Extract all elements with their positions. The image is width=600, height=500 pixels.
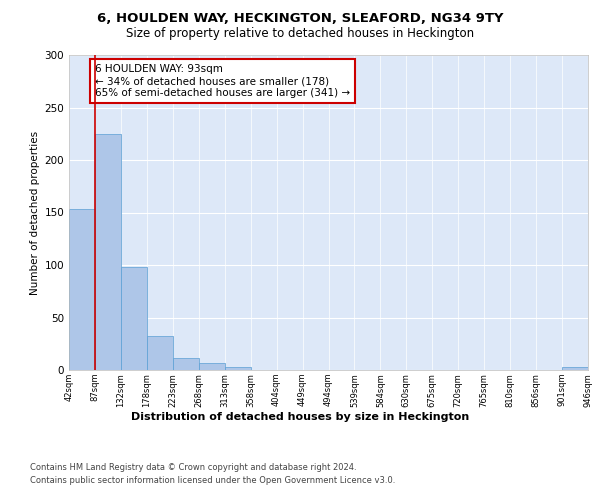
Bar	[562, 367, 588, 370]
Text: Size of property relative to detached houses in Heckington: Size of property relative to detached ho…	[126, 28, 474, 40]
Text: 6 HOULDEN WAY: 93sqm
← 34% of detached houses are smaller (178)
65% of semi-deta: 6 HOULDEN WAY: 93sqm ← 34% of detached h…	[95, 64, 350, 98]
Text: 6, HOULDEN WAY, HECKINGTON, SLEAFORD, NG34 9TY: 6, HOULDEN WAY, HECKINGTON, SLEAFORD, NG…	[97, 12, 503, 26]
Bar	[121, 267, 147, 370]
Bar	[199, 362, 224, 370]
Bar	[173, 358, 199, 370]
Text: Distribution of detached houses by size in Heckington: Distribution of detached houses by size …	[131, 412, 469, 422]
Y-axis label: Number of detached properties: Number of detached properties	[30, 130, 40, 294]
Bar	[225, 367, 251, 370]
Bar	[69, 210, 95, 370]
Bar	[95, 134, 121, 370]
Text: Contains public sector information licensed under the Open Government Licence v3: Contains public sector information licen…	[30, 476, 395, 485]
Text: Contains HM Land Registry data © Crown copyright and database right 2024.: Contains HM Land Registry data © Crown c…	[30, 462, 356, 471]
Bar	[147, 336, 173, 370]
